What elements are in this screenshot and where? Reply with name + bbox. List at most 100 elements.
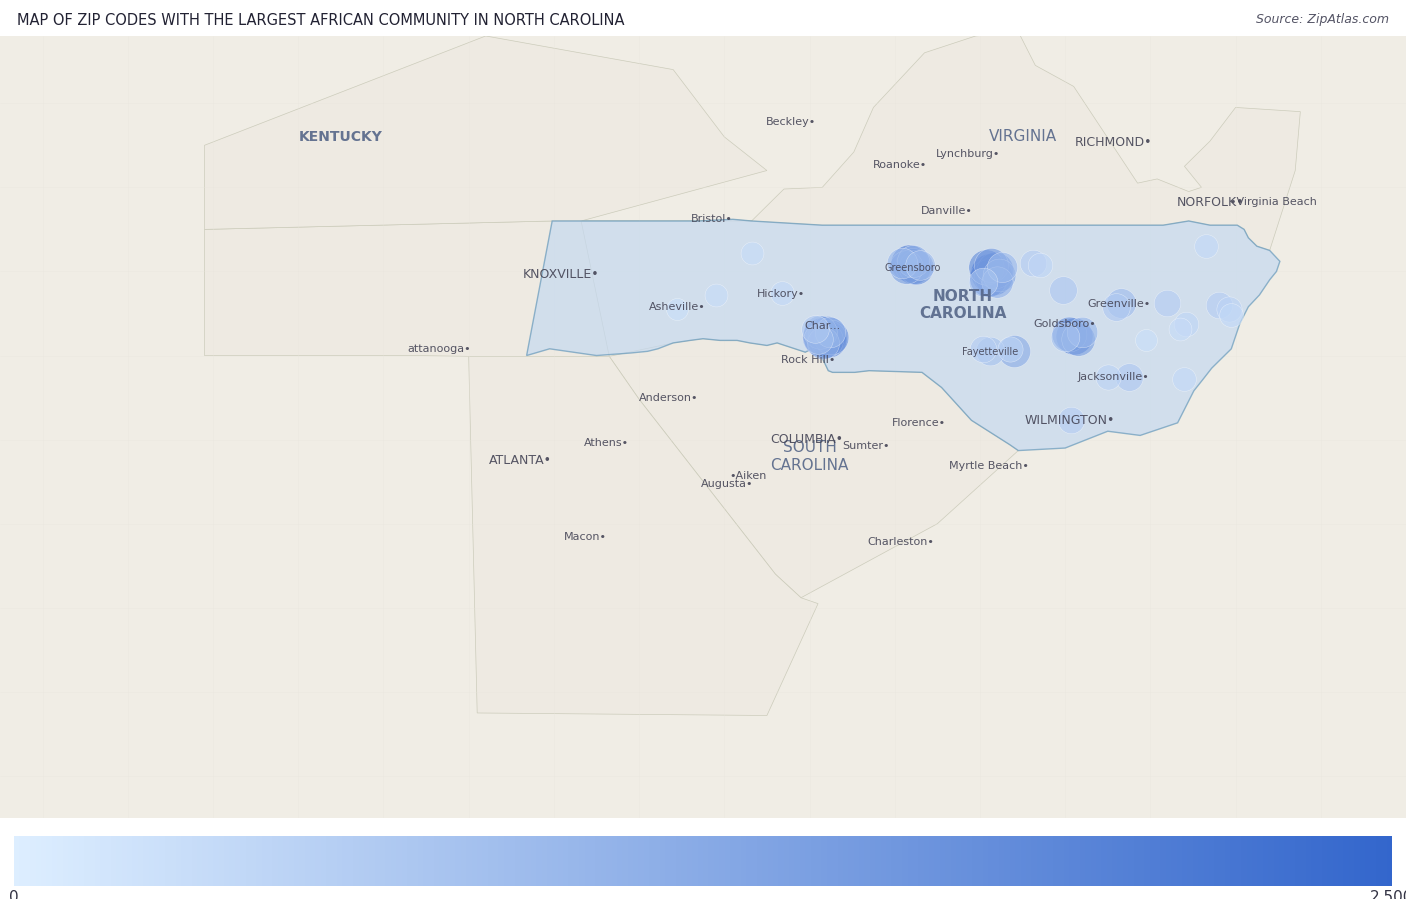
Point [979,344,1001,359]
Text: Danville•: Danville• [921,206,973,216]
Point [980,257,1002,271]
Point [666,302,689,316]
Point [1097,369,1119,384]
Point [984,263,1007,277]
Point [1195,239,1218,254]
Text: Augusta•: Augusta• [700,479,754,489]
Text: Greenville•: Greenville• [1087,299,1150,309]
Point [814,334,837,348]
Point [1118,369,1140,384]
Text: Charleston•: Charleston• [868,538,934,547]
Point [986,274,1008,289]
Text: Athens•: Athens• [583,438,630,448]
Point [704,288,727,302]
Text: Fayetteville: Fayetteville [962,347,1018,357]
Text: Jacksonville•: Jacksonville• [1078,371,1150,381]
Point [1168,322,1191,336]
Text: Lynchburg•: Lynchburg• [936,148,1000,159]
Point [741,245,763,260]
Text: •Aiken: •Aiken [730,471,766,481]
Point [807,332,830,346]
Point [1060,414,1083,428]
Text: COLUMBIA•: COLUMBIA• [770,433,844,446]
Point [1173,372,1195,387]
Text: Rock Hill•: Rock Hill• [780,355,835,365]
Text: Myrtle Beach•: Myrtle Beach• [949,460,1029,471]
Point [891,256,914,271]
Point [981,270,1004,284]
Point [815,327,838,342]
Point [991,260,1014,274]
Text: Char...: Char... [804,321,841,331]
Text: VIRGINIA: VIRGINIA [988,129,1056,145]
Text: Asheville•: Asheville• [650,302,706,312]
Text: SOUTH
CAROLINA: SOUTH CAROLINA [770,441,849,473]
Point [894,260,917,274]
Point [811,335,834,350]
Text: MAP OF ZIP CODES WITH THE LARGEST AFRICAN COMMUNITY IN NORTH CAROLINA: MAP OF ZIP CODES WITH THE LARGEST AFRICA… [17,13,624,29]
Text: Source: ZipAtlas.com: Source: ZipAtlas.com [1256,13,1389,26]
Polygon shape [468,356,818,716]
Point [901,258,924,272]
Text: Goldsboro•: Goldsboro• [1033,318,1097,328]
Text: Macon•: Macon• [564,532,607,542]
Point [1135,334,1157,348]
Point [1059,326,1081,341]
Point [972,342,994,356]
Text: •Virginia Beach: •Virginia Beach [1230,198,1317,208]
Polygon shape [581,31,1301,251]
Point [972,274,994,289]
Point [1105,299,1128,314]
Point [1067,332,1090,346]
Polygon shape [527,219,1279,450]
Point [1002,344,1025,359]
Polygon shape [204,221,609,356]
Point [804,322,827,336]
Point [1220,308,1243,323]
Point [1054,330,1077,344]
Text: WILMINGTON•: WILMINGTON• [1024,414,1115,427]
Point [1028,257,1050,271]
Text: ATLANTA•: ATLANTA• [489,454,553,467]
Text: NORFOLK•: NORFOLK• [1177,196,1244,209]
Text: NORTH
CAROLINA: NORTH CAROLINA [920,289,1007,321]
Point [1063,329,1085,343]
Point [1022,256,1045,271]
Point [1156,296,1178,310]
Point [977,271,1000,285]
Text: Sumter•: Sumter• [842,441,890,451]
Text: RICHMOND•: RICHMOND• [1076,137,1153,149]
Point [811,330,834,344]
Text: Beckley•: Beckley• [766,117,815,127]
Point [987,268,1010,282]
Point [808,325,831,339]
Point [979,266,1001,280]
Text: Bristol•: Bristol• [690,214,733,224]
Point [1218,302,1240,316]
Point [910,257,932,271]
Point [974,260,997,274]
Point [817,332,839,346]
Point [898,256,921,271]
Point [1208,298,1230,312]
Text: Florence•: Florence• [891,418,946,428]
Point [1052,283,1074,298]
Text: KENTUCKY: KENTUCKY [299,129,382,144]
Text: Roanoke•: Roanoke• [873,160,927,170]
Polygon shape [204,36,766,229]
Point [905,260,928,274]
Text: Greensboro: Greensboro [884,263,941,273]
Text: Anderson•: Anderson• [640,393,699,403]
Point [998,342,1021,356]
Text: Hickory•: Hickory• [756,289,804,299]
Text: attanooga•: attanooga• [406,343,471,354]
Point [820,330,842,344]
Point [1071,325,1094,339]
Point [903,254,925,269]
Point [770,286,793,300]
Point [1109,296,1132,310]
Polygon shape [609,339,1018,598]
Text: KNOXVILLE•: KNOXVILLE• [523,268,599,281]
Point [818,325,841,339]
Point [1175,317,1198,332]
